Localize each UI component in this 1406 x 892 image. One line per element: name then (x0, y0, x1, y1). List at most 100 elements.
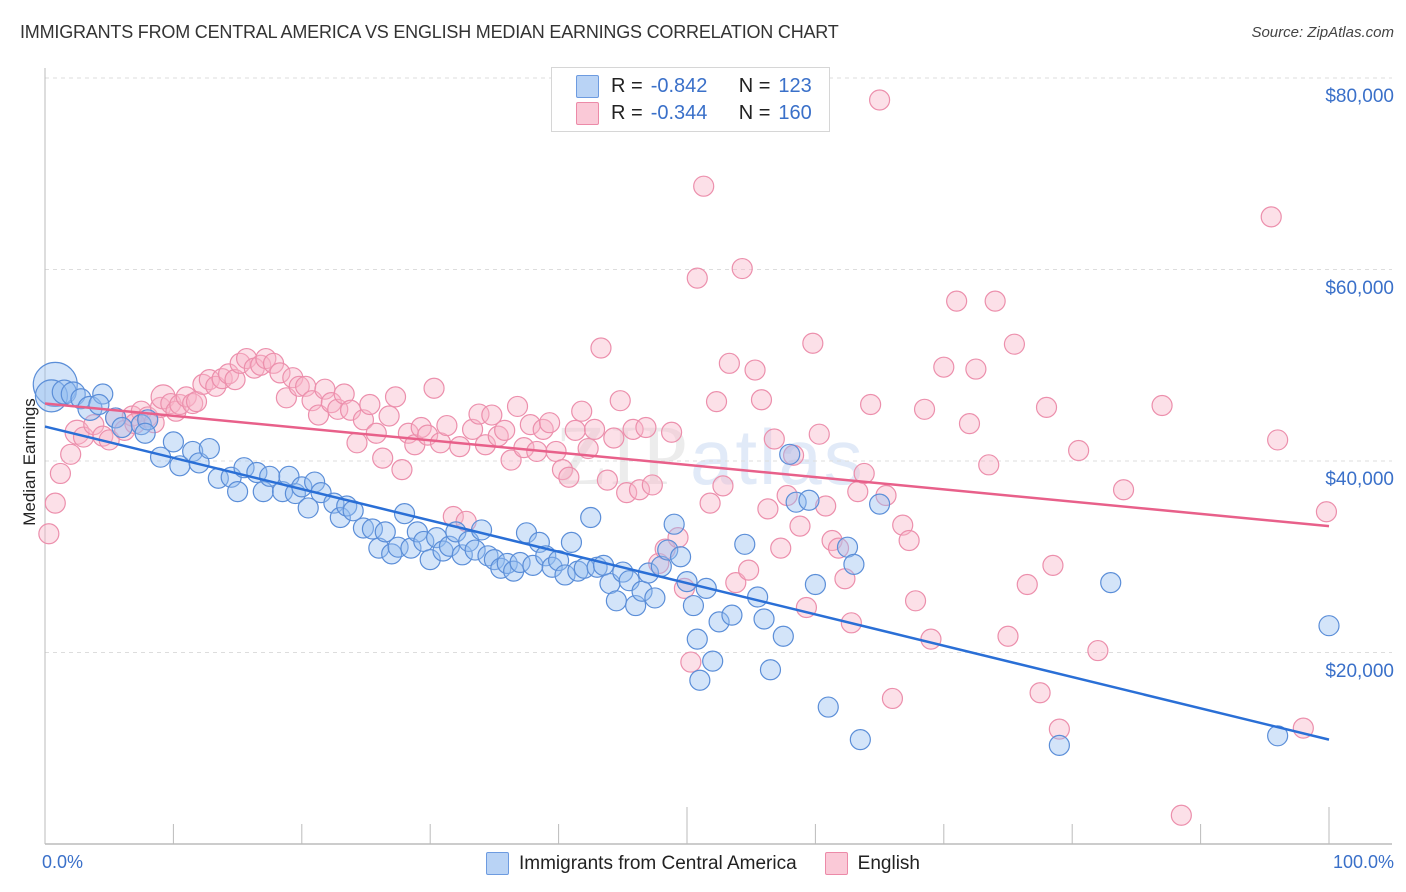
english-point (860, 393, 882, 416)
english-points (38, 89, 1338, 826)
english-point (577, 437, 599, 460)
english-point (449, 436, 471, 458)
watermark: ZIPatlas (555, 405, 865, 505)
english-point (731, 257, 753, 280)
central-america-point (361, 518, 384, 540)
english-point (571, 400, 593, 422)
central-america-point (451, 544, 473, 566)
y-axis-title: Median Earnings (20, 398, 39, 526)
english-point (1068, 439, 1090, 462)
series-legend-item-central-america[interactable]: Immigrants from Central America (485, 852, 797, 875)
english-point (532, 418, 554, 441)
central-america-point (1267, 725, 1289, 747)
english-point (1016, 573, 1038, 596)
english-point (699, 492, 721, 514)
english-point (564, 419, 586, 441)
english-point (1260, 206, 1282, 228)
central-america-point (663, 513, 685, 535)
english-point (712, 475, 734, 497)
legend-n-value: 160 (778, 101, 812, 124)
english-point (1003, 333, 1026, 355)
central-america-point (400, 537, 422, 559)
legend-row-english: R = -0.344 N = 160 (552, 100, 812, 126)
english-point (494, 419, 516, 441)
central-america-point (669, 546, 692, 568)
english-point (333, 383, 355, 405)
english-point (175, 386, 197, 408)
english-point (635, 416, 657, 439)
english-point (320, 391, 342, 414)
central-america-point (644, 587, 666, 609)
legend-r-value: -0.842 (650, 74, 708, 97)
english-point (224, 369, 246, 391)
central-america-point (198, 437, 220, 460)
english-point (500, 449, 522, 471)
english-point (965, 358, 987, 380)
watermark-atlas: atlas (690, 413, 865, 501)
english-point (628, 479, 651, 501)
y-tick-label: $40,000 (1325, 469, 1394, 490)
central-america-point (297, 497, 319, 519)
y-tick-label: $20,000 (1325, 660, 1394, 682)
series-legend-item-english[interactable]: English (824, 852, 920, 875)
chart-title: IMMIGRANTS FROM CENTRAL AMERICA VS ENGLI… (20, 22, 839, 42)
central-america-point (352, 517, 375, 539)
english-point (680, 651, 702, 673)
english-point (847, 481, 869, 503)
central-america-point (88, 393, 110, 416)
central-america-trend-line (44, 425, 1330, 741)
english-point (282, 367, 304, 389)
english-point (978, 454, 1000, 476)
english-point (372, 447, 394, 469)
central-america-point (51, 379, 77, 405)
english-point (49, 462, 72, 485)
x-tick-label-max: 100.0% (1332, 852, 1394, 872)
central-america-point (721, 604, 743, 626)
english-point (218, 363, 240, 385)
legend-n-label: N = (738, 74, 771, 97)
central-america-point (111, 416, 133, 439)
central-america-point (1048, 734, 1070, 756)
central-america-points (32, 361, 1340, 756)
axes (44, 68, 1392, 845)
english-point (182, 392, 204, 415)
english-point (269, 362, 291, 384)
y-tick-label: $60,000 (1325, 277, 1394, 299)
english-point (1267, 429, 1289, 451)
legend-r-value: -0.344 (650, 101, 708, 124)
english-point (436, 414, 458, 437)
english-point (590, 337, 612, 359)
english-point (827, 537, 850, 559)
english-point (307, 404, 330, 426)
english-point (1112, 479, 1135, 501)
english-point (423, 377, 445, 399)
central-america-point (734, 533, 756, 555)
english-point (763, 428, 785, 450)
correlation-legend: R = -0.842 N = 123 R = -0.344 N = 160 (551, 67, 830, 132)
english-point (506, 395, 529, 418)
english-point (539, 412, 561, 434)
english-point (725, 572, 747, 594)
english-point (359, 393, 381, 416)
central-america-point (686, 628, 708, 650)
english-point (770, 537, 792, 559)
x-tick-label-min: 0.0% (42, 852, 84, 872)
central-america-point (702, 650, 724, 672)
central-america-point (368, 537, 390, 559)
legend-swatch-blue (485, 852, 509, 875)
english-point (660, 421, 683, 443)
english-point (958, 413, 981, 435)
english-trend-line (44, 402, 1330, 528)
english-point (391, 459, 413, 481)
central-america-point (868, 493, 891, 515)
legend-n-label: N = (738, 101, 771, 124)
english-point (384, 386, 407, 408)
english-point (1042, 554, 1064, 576)
central-america-point (483, 549, 505, 571)
central-america-point (1100, 572, 1122, 594)
english-point (83, 414, 105, 436)
central-america-point (779, 443, 801, 465)
central-america-point (798, 489, 820, 511)
english-point (815, 495, 837, 517)
legend-r-label: R = (611, 74, 643, 97)
